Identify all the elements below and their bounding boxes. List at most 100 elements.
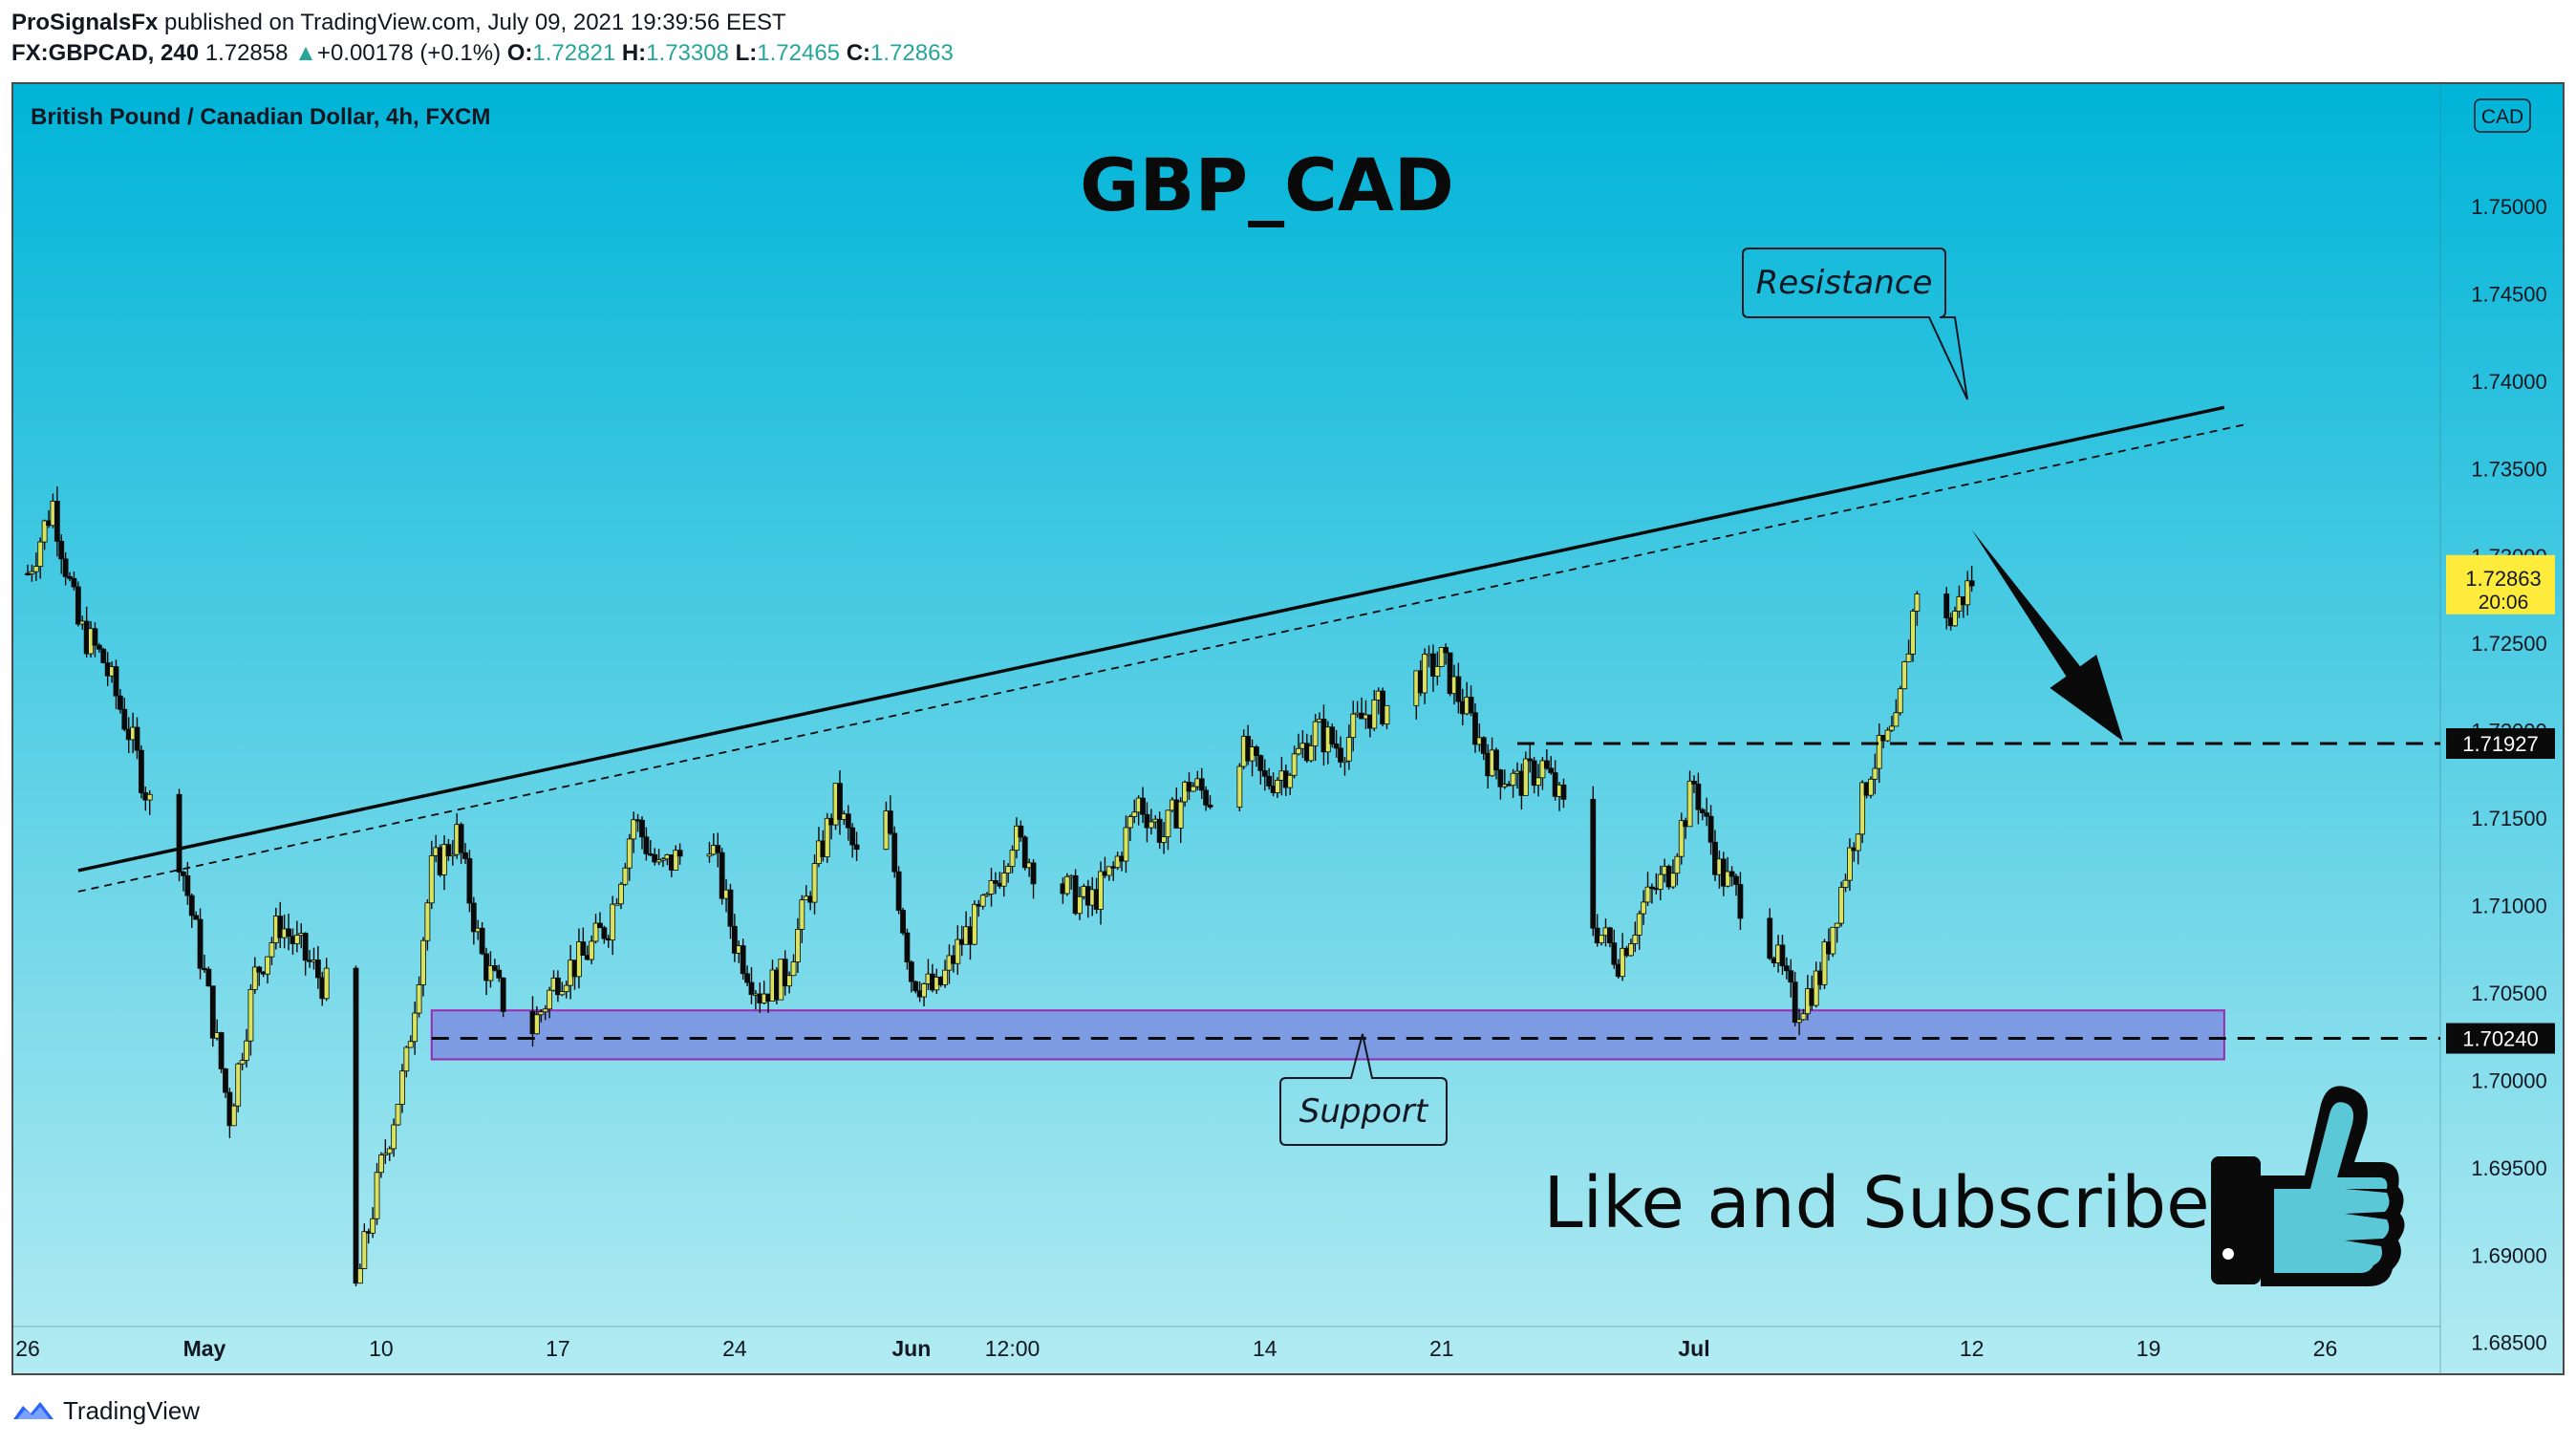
candle-down — [1712, 841, 1718, 875]
chart-background — [13, 84, 2563, 1373]
candle-down — [1072, 874, 1079, 915]
candle-up — [239, 1060, 246, 1065]
candle-down — [601, 927, 608, 939]
thumbs-up-icon — [2211, 1086, 2405, 1286]
candle-down — [1527, 758, 1534, 762]
candle-down — [1691, 780, 1697, 785]
candle-down — [1548, 767, 1555, 773]
candle-down — [100, 648, 107, 663]
current-price-value: 1.72863 — [2465, 567, 2542, 591]
projection-arrow[interactable] — [1971, 529, 2124, 742]
x-tick-label: 24 — [722, 1336, 747, 1361]
candle-down — [193, 915, 200, 920]
candle-down — [1021, 836, 1028, 869]
candle-down — [67, 576, 73, 579]
candle-up — [1830, 926, 1836, 955]
currency-badge[interactable] — [2474, 98, 2531, 133]
candle-up — [1191, 786, 1196, 792]
candle-down — [837, 783, 843, 820]
candle-up — [795, 928, 801, 962]
candle-down — [1560, 784, 1567, 800]
candle-down — [1779, 944, 1786, 967]
candle-down — [912, 981, 919, 992]
candle-down — [197, 918, 204, 969]
candle-up — [655, 859, 662, 863]
candle-down — [1733, 875, 1739, 885]
candle-down — [1728, 871, 1735, 877]
publish-date: published on TradingView.com, July 09, 2… — [164, 10, 786, 35]
candle-up — [538, 1011, 545, 1016]
candle-down — [1783, 965, 1790, 972]
candle-up — [1641, 901, 1647, 915]
candle-up — [1632, 935, 1639, 944]
candle-up — [971, 903, 977, 945]
candle-down — [491, 965, 498, 971]
candle-up — [673, 850, 679, 871]
candle-down — [58, 540, 65, 560]
candle-up — [576, 941, 582, 978]
candle-up — [41, 520, 48, 543]
tradingview-logo-icon — [13, 1402, 54, 1419]
candle-up — [378, 1154, 384, 1174]
candle-down — [1447, 652, 1453, 695]
last-price: 1.72858 — [204, 40, 289, 66]
candle-up — [357, 1267, 363, 1284]
candle-down — [500, 977, 506, 1012]
candle-up — [1350, 713, 1357, 739]
level-low-tag-value: 1.70240 — [2462, 1027, 2539, 1051]
candle-up — [1834, 922, 1840, 928]
x-tick-label: 19 — [2136, 1336, 2161, 1361]
chart-panel[interactable]: British Pound / Canadian Dollar, 4h, FXC… — [11, 82, 2565, 1375]
level-mid-tag-value: 1.71927 — [2462, 732, 2539, 756]
candle-up — [1855, 833, 1861, 852]
candle-down — [1699, 809, 1706, 814]
candle-up — [323, 967, 330, 1000]
candle-up — [824, 817, 830, 857]
y-tick-label: 1.72500 — [2471, 632, 2547, 656]
candle-up — [361, 1231, 368, 1269]
candle-down — [891, 832, 898, 873]
candle-up — [955, 938, 961, 964]
candle-down — [1788, 970, 1794, 983]
candle-down — [1207, 804, 1213, 808]
candle-down — [1140, 797, 1146, 815]
candle-down — [205, 968, 212, 987]
candle-down — [479, 927, 485, 955]
candle-down — [188, 895, 195, 917]
candle-up — [382, 1153, 389, 1155]
candle-down — [62, 558, 69, 577]
resistance-trendline[interactable] — [77, 405, 2225, 873]
candle-up — [416, 984, 422, 1014]
candle-down — [993, 880, 998, 884]
candle-up — [942, 969, 948, 985]
candle-down — [676, 850, 683, 857]
candle-down — [1695, 783, 1702, 810]
candle-up — [1127, 816, 1133, 829]
candle-up — [1872, 767, 1878, 780]
candle-up — [542, 1008, 548, 1013]
candle-up — [1813, 970, 1819, 1006]
candle-up — [706, 853, 713, 857]
candle-down — [1590, 798, 1597, 929]
candle-up — [1893, 712, 1900, 727]
chart-svg[interactable]: British Pound / Canadian Dollar, 4h, FXC… — [13, 84, 2563, 1373]
candle-up — [1686, 780, 1693, 828]
candle-down — [462, 852, 468, 859]
candle-down — [302, 933, 309, 961]
candle-up — [1000, 873, 1007, 887]
candle-down — [1531, 760, 1537, 787]
candle-down — [466, 858, 473, 904]
candle-up — [32, 566, 39, 572]
candle-up — [1670, 873, 1676, 888]
candle-down — [458, 824, 464, 853]
candle-up — [1964, 580, 1971, 606]
candle-up — [631, 819, 637, 840]
y-tick-label: 1.69000 — [2471, 1243, 2547, 1267]
candle-up — [395, 1104, 401, 1126]
candle-down — [1257, 755, 1264, 771]
candle-up — [1674, 855, 1681, 874]
candle-up — [622, 867, 629, 885]
up-triangle-icon: ▲ — [294, 40, 317, 66]
candle-down — [113, 666, 119, 697]
candle-up — [1800, 1013, 1807, 1021]
